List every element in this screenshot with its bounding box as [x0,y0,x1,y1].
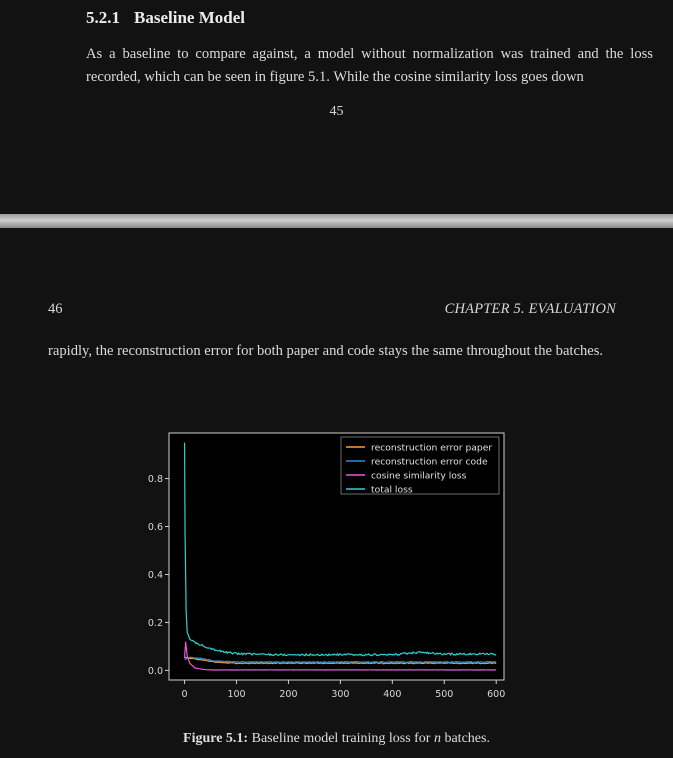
caption-text-after: batches. [440,731,490,746]
legend-box [340,436,500,495]
x-tick-label: 100 [227,689,245,698]
y-tick-label: 0.0 [148,666,163,677]
legend-label-2: cosine similarity loss [371,471,467,482]
caption-label: Figure 5.1: [183,731,249,746]
y-tick-label: 0.2 [148,618,163,629]
section-heading: 5.2.1 Baseline Model [86,8,245,28]
legend-label-1: reconstruction error code [371,457,488,468]
x-tick-label: 0 [182,689,188,698]
page-separator [0,214,673,228]
legend-label-0: reconstruction error paper [371,443,492,454]
y-tick-label: 0.4 [148,570,163,581]
section-title: Baseline Model [134,8,245,27]
series-line-2 [184,641,497,671]
x-tick-label: 500 [435,689,453,698]
paragraph-1: As a baseline to compare against, a mode… [86,46,653,85]
series-line-1 [184,656,497,664]
y-tick-label: 0.8 [148,474,163,485]
paragraph-2: rapidly, the reconstruction error for bo… [48,343,604,359]
x-tick-label: 300 [331,689,349,698]
x-tick-label: 600 [487,689,505,698]
page-number-46: 46 [48,301,63,317]
loss-chart: 0 100 200 300 400 500 600 0.0 0.2 0.4 0.6 0.8 recons… [148,432,505,700]
y-tick-label: 0.6 [148,522,163,533]
series-line-0 [184,656,497,665]
legend-label-3: total loss [371,485,413,496]
page-number-45: 45 [329,104,344,119]
x-tick-label: 400 [383,689,401,698]
section-number: 5.2.1 [86,8,120,27]
chapter-header: CHAPTER 5. EVALUATION [444,301,616,317]
figure-5-1: 0 100 200 300 400 500 600 0.0 0.2 0.4 0.6 0.8 recons… [140,428,510,700]
x-tick-label: 200 [279,689,297,698]
caption-italic: n [433,731,441,746]
series-line-3 [184,442,497,657]
figure-caption: Figure 5.1: Baseline model training loss… [0,731,673,747]
caption-text-before: Baseline model training loss for [251,731,434,746]
